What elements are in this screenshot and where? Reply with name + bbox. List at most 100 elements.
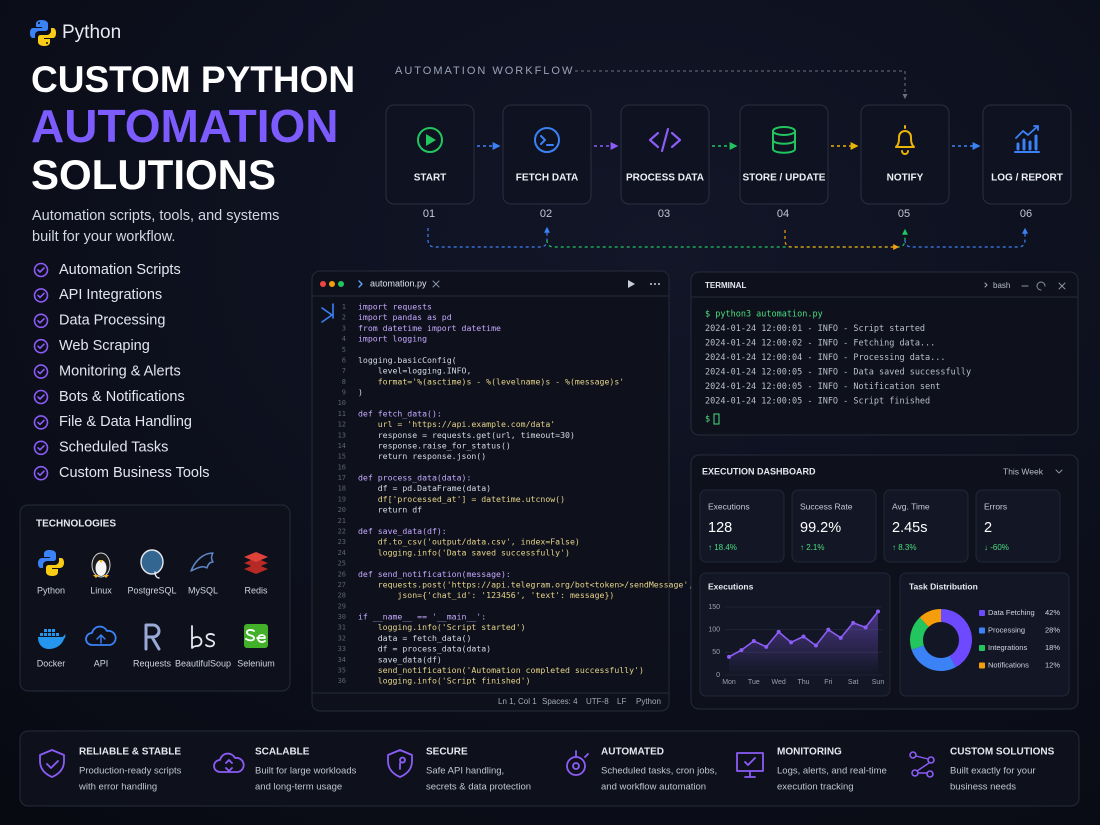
icon-stroke (321, 303, 334, 323)
icon-stroke (37, 317, 45, 324)
line-point (764, 644, 769, 649)
node (926, 770, 934, 778)
code-line: logging.info('Script finished') (358, 676, 531, 686)
line-point (751, 639, 756, 643)
code-line: level=logging.INFO, (358, 366, 471, 376)
tech-icon (91, 552, 111, 578)
icon-stroke (648, 127, 682, 153)
bash-icon (984, 282, 988, 288)
tech-icon (38, 550, 64, 576)
status-item: Python (636, 697, 661, 706)
benefits-strip (19, 730, 1080, 807)
status-item: UTF-8 (586, 697, 609, 706)
window-dot (338, 281, 344, 287)
line-number: 15 (338, 453, 346, 461)
line-number: 3 (342, 324, 346, 332)
window-dot (320, 281, 326, 287)
icon-stroke (895, 125, 915, 155)
panel-title: EXECUTION DASHBOARD (702, 466, 816, 476)
icon-stroke (191, 625, 215, 649)
step-label: STORE / UPDATE (743, 173, 826, 184)
section-title: TECHNOLOGIES (36, 519, 116, 530)
code-line: json={'chat_id': '123456', 'text': messa… (358, 590, 614, 600)
check-circle (33, 440, 49, 456)
step-number: 05 (898, 208, 910, 220)
benefit-text: and long-term usage (255, 782, 342, 793)
terminal-line: 2024-01-24 12:00:05 - INFO - Notificatio… (705, 382, 940, 392)
line-number: 4 (342, 335, 346, 343)
node (927, 756, 935, 764)
file-tab[interactable]: automation.py (370, 278, 427, 288)
code-line: save_data(df) (358, 654, 442, 664)
line-number: 21 (338, 517, 346, 525)
check-circle (33, 288, 49, 303)
step-icon (648, 127, 682, 153)
hero-subtitle: built for your workflow. (32, 229, 175, 245)
step-number: 02 (540, 208, 552, 220)
tech-label: Redis (244, 585, 268, 595)
tech-icon (190, 552, 214, 572)
tech-icon (244, 624, 268, 648)
legend-value: 42% (1045, 608, 1060, 617)
line-number: 11 (338, 410, 346, 418)
benefit-title: CUSTOM SOLUTIONS (950, 747, 1055, 758)
donut-segment (919, 609, 941, 627)
y-tick-label: 100 (708, 627, 720, 634)
feature-check (33, 338, 49, 354)
legend-label: Integrations (988, 643, 1027, 652)
step-icon (417, 127, 443, 153)
y-tick-label: 50 (712, 649, 720, 656)
icon-stroke (37, 470, 45, 477)
line-number: 34 (338, 656, 346, 664)
code-line: import logging (358, 334, 427, 344)
tech-label: MySQL (188, 585, 218, 595)
step-label: PROCESS DATA (626, 173, 704, 184)
icon-stroke (37, 292, 45, 299)
benefit-text: execution tracking (777, 782, 854, 793)
benefit-text: Safe API handling, (426, 766, 504, 777)
icon-stroke (96, 634, 106, 644)
period-select[interactable]: This Week (1003, 466, 1044, 476)
line-number: 12 (338, 421, 346, 429)
benefit-icon (39, 749, 65, 778)
benefit-text: Logs, alerts, and real-time (777, 766, 887, 777)
stat-value: 2 (984, 520, 992, 536)
code-line: def process_data(data): (358, 473, 471, 483)
tech-label: BeautifulSoup (175, 658, 231, 668)
benefit-title: SECURE (426, 747, 468, 758)
feature-item: File & Data Handling (59, 414, 192, 430)
tech-label: Selenium (237, 658, 275, 668)
code-line: requests.post('https://api.telegram.org/… (358, 579, 693, 589)
terminal-prompt: $ (705, 415, 710, 425)
code-line: def save_data(df): (358, 526, 447, 536)
legend-value: 12% (1045, 660, 1060, 669)
donut-segment (911, 645, 956, 671)
feature-check (33, 313, 49, 329)
x-tick-label: Wed (772, 679, 786, 686)
workflow-return-line (575, 70, 908, 99)
code-line: response = requests.get(url, timeout=30) (358, 430, 575, 440)
icon-fill (426, 134, 436, 146)
stat-change: ↓ -60% (984, 543, 1009, 552)
benefit-icon (909, 751, 935, 778)
step-number: 01 (423, 208, 435, 220)
line-number: 25 (338, 560, 346, 568)
workflow-step (620, 104, 710, 205)
run-button (628, 280, 635, 288)
code-line: logging.info('Data saved successfully') (358, 547, 570, 557)
line-number: 23 (338, 538, 346, 546)
tech-icon (38, 629, 66, 649)
line-point (838, 635, 843, 640)
workflow-step (385, 104, 475, 205)
benefit-text: secrets & data protection (426, 782, 531, 793)
terminal-line: $ python3 automation.py (705, 310, 823, 320)
benefit-text: Built for large workloads (255, 766, 357, 777)
benefit-title: SCALABLE (255, 747, 310, 758)
stat-label: Avg. Time (892, 501, 930, 511)
legend-swatch (979, 610, 985, 616)
line-number: 1 (342, 303, 346, 311)
x-tick-label: Fri (824, 679, 833, 686)
tech-label: PostgreSQL (127, 585, 176, 595)
icon-fill (244, 564, 268, 574)
